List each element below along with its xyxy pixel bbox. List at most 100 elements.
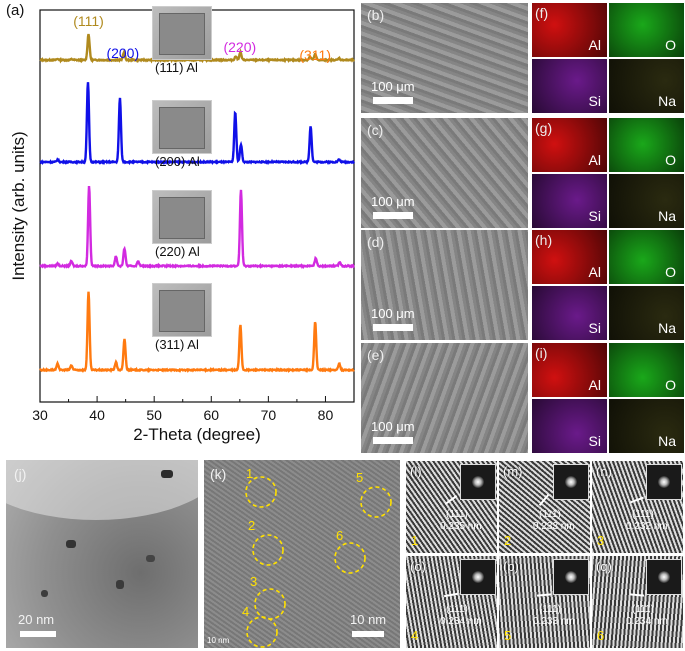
panel-label-j: (j): [14, 466, 27, 482]
elemental-map-si: Si: [532, 174, 607, 228]
element-label: Na: [658, 208, 676, 224]
scale-bar-j: [20, 631, 56, 637]
lattice-panel-label: (p): [503, 559, 519, 574]
sem-scale-bar: [373, 212, 413, 219]
x-tick-label: 60: [203, 407, 219, 423]
series-line-4: [39, 291, 355, 374]
elemental-map-na: Na: [609, 174, 684, 228]
d-spacing: 0.233 nm: [533, 521, 575, 532]
fft-inset: [553, 464, 589, 500]
element-label: Si: [588, 433, 601, 449]
elemental-map-o: O: [609, 118, 684, 172]
element-label: Na: [658, 433, 676, 449]
lattice-plane: (111): [539, 509, 561, 520]
sem-image: (b) 100 μm: [361, 3, 528, 113]
elemental-map-al: Al (f): [532, 3, 607, 57]
element-label: Si: [588, 208, 601, 224]
small-scale-k: 10 nm: [207, 636, 230, 645]
region-circle: [360, 486, 392, 518]
sample-photo: [152, 100, 212, 154]
lattice-panel-label: (m): [503, 464, 523, 479]
measure-marker: [536, 593, 552, 597]
lattice-plane: (111): [446, 509, 468, 520]
x-tick-label: 50: [146, 407, 162, 423]
measure-marker: [538, 493, 550, 507]
x-axis-title: 2-Theta (degree): [133, 425, 261, 444]
sem-scale-bar: [373, 437, 413, 444]
sem-scale-text: 100 μm: [371, 306, 415, 321]
sample-photo: [152, 6, 212, 60]
peak-label: (200): [106, 45, 139, 61]
x-tick-label: 80: [318, 407, 334, 423]
lattice-image: (m) (111) 0.233 nm 2: [498, 460, 591, 554]
region-index: 1: [411, 533, 419, 548]
elemental-map-o: O: [609, 230, 684, 284]
sem-panel-label: (b): [367, 7, 385, 23]
xrd-series: [39, 33, 356, 374]
element-label: O: [665, 37, 676, 53]
xrd-chart: 30 40 50 60 70 80 (111)(200) (220) (311) 2-Thet…: [9, 9, 356, 444]
series-line-3: [39, 186, 355, 270]
lattice-panel-label: (n): [596, 464, 612, 479]
region-index: 3: [597, 533, 605, 548]
element-label: Al: [588, 37, 601, 53]
sample-label: (220) Al: [155, 244, 200, 259]
scale-bar-k: [352, 631, 384, 637]
elemental-map-si: Si: [532, 399, 607, 453]
d-spacing: 0.233 nm: [533, 616, 575, 627]
region-number: 2: [248, 518, 255, 533]
element-label: Al: [588, 264, 601, 280]
region-circle: [254, 588, 286, 620]
lattice-plane: (111): [446, 604, 468, 615]
region-number: 3: [250, 574, 257, 589]
sem-scale-text: 100 μm: [371, 79, 415, 94]
x-tick-label: 70: [261, 407, 277, 423]
lattice-panel-label: (q): [596, 559, 612, 574]
region-number: 5: [356, 470, 363, 485]
y-axis-title: Intensity (arb. units): [9, 131, 28, 280]
sem-scale-bar: [373, 324, 413, 331]
lattice-image: (n) (111) 0.232 nm 3: [591, 460, 684, 554]
scale-text-j: 20 nm: [18, 612, 55, 627]
sem-image: (d) 100 μm: [361, 230, 528, 340]
d-spacing: 0.232 nm: [626, 521, 668, 532]
elemental-map-si: Si: [532, 286, 607, 340]
region-number: 1: [246, 466, 253, 481]
elemental-map-na: Na: [609, 399, 684, 453]
lattice-panel-label: (o): [410, 559, 426, 574]
region-index: 2: [504, 533, 512, 548]
peak-label: (111): [73, 13, 104, 29]
map-panel-label: (h): [535, 232, 553, 248]
x-tick-label: 40: [89, 407, 105, 423]
elemental-map-al: Al (i): [532, 343, 607, 397]
region-circle: [246, 616, 278, 648]
sem-scale-bar: [373, 97, 413, 104]
tem-image-j: (j) 20 nm: [6, 460, 198, 648]
sem-panel-label: (d): [367, 234, 385, 250]
elemental-map-o: O: [609, 343, 684, 397]
element-label: Al: [588, 377, 601, 393]
d-spacing: 0.235 nm: [440, 521, 482, 532]
fft-inset: [553, 559, 589, 595]
region-circle: [334, 542, 366, 574]
region-circle: [252, 534, 284, 566]
region-number: 4: [242, 604, 249, 619]
lattice-plane: (111): [632, 509, 654, 520]
map-panel-label: (i): [535, 345, 548, 361]
measure-marker: [443, 592, 459, 598]
peak-label: (220): [223, 39, 256, 55]
sample-label: (200) Al: [155, 154, 200, 169]
peak-annotations: (111)(200) (220) (311): [73, 13, 331, 63]
fft-inset: [646, 559, 682, 595]
lattice-image: (q) (111) 0.234 nm 6: [591, 555, 684, 649]
x-tick-label: 30: [32, 407, 48, 423]
element-label: Na: [658, 320, 676, 336]
sem-scale-text: 100 μm: [371, 419, 415, 434]
panel-label-k: (k): [210, 466, 227, 482]
sem-image: (e) 100 μm: [361, 343, 528, 453]
element-label: Al: [588, 152, 601, 168]
sem-image: (c) 100 μm: [361, 118, 528, 228]
sem-scale-text: 100 μm: [371, 194, 415, 209]
sample-photo: [152, 283, 212, 337]
